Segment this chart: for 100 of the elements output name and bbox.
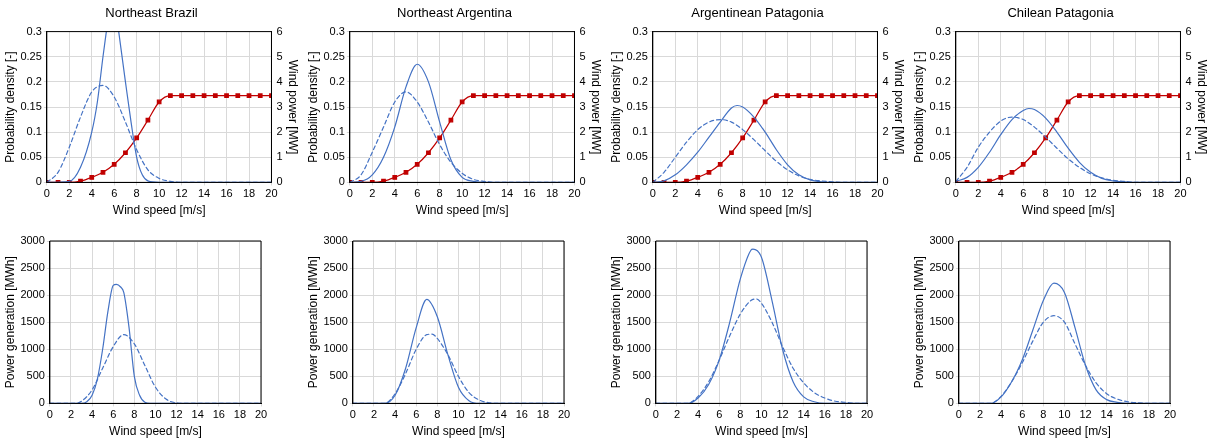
x-tick-label: 2 <box>673 408 681 421</box>
chart-title: Argentinean Patagonia <box>691 5 825 21</box>
x-tick-label: 14 <box>803 187 817 200</box>
x-tick-label: 4 <box>997 187 1004 200</box>
y2-tick-label: 6 <box>1185 24 1192 37</box>
y-tick-label: 1000 <box>323 342 348 355</box>
y2-tick-label: 1 <box>276 150 283 163</box>
x-tick-label: 12 <box>1084 187 1097 200</box>
y2-tick-label: 0 <box>579 175 586 188</box>
x-tick-label: 18 <box>545 187 559 200</box>
y-tick-label: 0.3 <box>632 24 648 37</box>
x-tick-label: 16 <box>818 408 831 421</box>
y2-tick-label: 6 <box>882 24 889 37</box>
x-axis-title: Wind speed [m/s] <box>715 424 808 439</box>
y-tick-label: 3000 <box>323 234 348 247</box>
x-tick-label: 10 <box>1062 187 1075 200</box>
y2-tick-label: 5 <box>882 49 889 62</box>
y2-tick-label: 5 <box>1185 49 1192 62</box>
y2-tick-label: 3 <box>882 100 889 113</box>
x-tick-label: 18 <box>242 187 256 200</box>
x-tick-label: 10 <box>149 408 162 421</box>
x-tick-label: 4 <box>694 187 701 200</box>
y-tick-label: 0.3 <box>26 24 42 37</box>
x-tick-label: 16 <box>826 187 839 200</box>
y2-tick-label: 4 <box>882 74 889 87</box>
y-tick-label: 0.15 <box>323 100 345 113</box>
y-tick-label: 0.25 <box>929 49 951 62</box>
y2-tick-label: 6 <box>276 24 283 37</box>
x-tick-label: 4 <box>88 187 95 200</box>
x-tick-label: 10 <box>452 408 465 421</box>
y-tick-label: 1500 <box>626 315 651 328</box>
y-axis-title: Power generation [MWh] <box>2 256 17 389</box>
x-tick-label: 8 <box>737 408 744 421</box>
x-tick-label: 18 <box>1151 187 1165 200</box>
y2-axis-title: Wind power [MW] <box>892 59 907 155</box>
y-tick-label: 0.05 <box>929 150 951 163</box>
x-tick-label: 10 <box>755 408 768 421</box>
y-tick-label: 0.15 <box>20 100 42 113</box>
y2-tick-label: 2 <box>882 125 889 138</box>
x-tick-label: 8 <box>739 187 746 200</box>
y-tick-label: 0.2 <box>632 74 648 87</box>
y2-tick-label: 1 <box>882 150 889 163</box>
y-tick-label: 2000 <box>20 288 45 301</box>
y2-tick-label: 0 <box>882 175 889 188</box>
y2-tick-label: 0 <box>276 175 283 188</box>
x-tick-label: 12 <box>478 187 491 200</box>
x-tick-label: 10 <box>759 187 772 200</box>
y-tick-label: 1500 <box>20 315 45 328</box>
y-tick-label: 0.25 <box>323 49 345 62</box>
y-axis-title: Probability density [-] <box>305 51 320 163</box>
x-tick-label: 18 <box>839 408 853 421</box>
x-tick-label: 4 <box>695 408 702 421</box>
y-tick-label: 3000 <box>20 234 45 247</box>
x-tick-label: 8 <box>1040 408 1047 421</box>
x-tick-label: 20 <box>568 187 581 200</box>
x-tick-label: 14 <box>797 408 810 421</box>
x-tick-label: 14 <box>1100 408 1113 421</box>
x-tick-label: 18 <box>233 408 247 421</box>
x-tick-label: 12 <box>1079 408 1092 421</box>
x-tick-label: 18 <box>848 187 862 200</box>
x-tick-label: 16 <box>523 187 536 200</box>
y-tick-label: 0.15 <box>929 100 951 113</box>
x-axis-title: Wind speed [m/s] <box>1018 424 1111 439</box>
x-tick-label: 20 <box>265 187 278 200</box>
y-tick-label: 1500 <box>323 315 348 328</box>
y-tick-label: 0 <box>944 175 951 188</box>
x-tick-label: 6 <box>1019 408 1026 421</box>
y-tick-label: 2500 <box>323 261 348 274</box>
y2-tick-label: 4 <box>579 74 586 87</box>
y-axis-title: Power generation [MWh] <box>305 256 320 389</box>
x-tick-label: 16 <box>1121 408 1134 421</box>
x-tick-label: 16 <box>1129 187 1142 200</box>
y-tick-label: 0.3 <box>329 24 345 37</box>
y-axis-title: Probability density [-] <box>2 51 17 163</box>
y2-tick-label: 2 <box>579 125 586 138</box>
y2-tick-label: 2 <box>1185 125 1192 138</box>
x-tick-label: 6 <box>111 187 118 200</box>
y-axis-title: Probability density [-] <box>911 51 926 163</box>
x-tick-label: 18 <box>536 408 550 421</box>
y-tick-label: 0.1 <box>935 125 951 138</box>
x-axis-title: Wind speed [m/s] <box>415 203 509 218</box>
y-tick-label: 0 <box>35 175 42 188</box>
x-tick-label: 20 <box>1163 408 1177 421</box>
x-tick-label: 2 <box>975 187 982 200</box>
x-tick-label: 6 <box>414 187 421 200</box>
x-tick-label: 2 <box>976 408 984 421</box>
y-tick-label: 500 <box>935 369 954 382</box>
y-tick-label: 2000 <box>323 288 348 301</box>
x-tick-label: 8 <box>436 187 443 200</box>
y-tick-label: 0.1 <box>329 125 345 138</box>
y-tick-label: 2500 <box>20 261 45 274</box>
chart-title: Northeast Argentina <box>397 5 513 21</box>
x-tick-label: 10 <box>456 187 469 200</box>
y-tick-label: 0 <box>341 396 348 409</box>
x-tick-label: 20 <box>254 408 268 421</box>
y2-tick-label: 0 <box>1185 175 1192 188</box>
chart-title: Northeast Brazil <box>105 5 198 21</box>
x-tick-label: 0 <box>955 408 962 421</box>
y2-tick-label: 6 <box>579 24 586 37</box>
x-tick-label: 2 <box>67 408 75 421</box>
